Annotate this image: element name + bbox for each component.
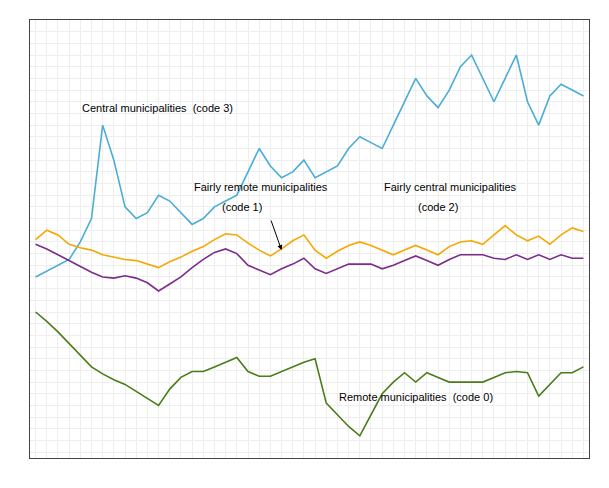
svg-text:(code 2): (code 2) bbox=[418, 201, 458, 213]
svg-text:(code 1): (code 1) bbox=[222, 201, 262, 213]
svg-text:Remote municipalities (code 0: Remote municipalities (code 0) bbox=[339, 391, 493, 403]
svg-text:Fairly remote municipalities: Fairly remote municipalities bbox=[194, 181, 328, 193]
svg-text:Central municipalities (code: Central municipalities (code 3) bbox=[82, 102, 233, 114]
svg-text:Fairly central municipalities: Fairly central municipalities bbox=[384, 181, 517, 193]
